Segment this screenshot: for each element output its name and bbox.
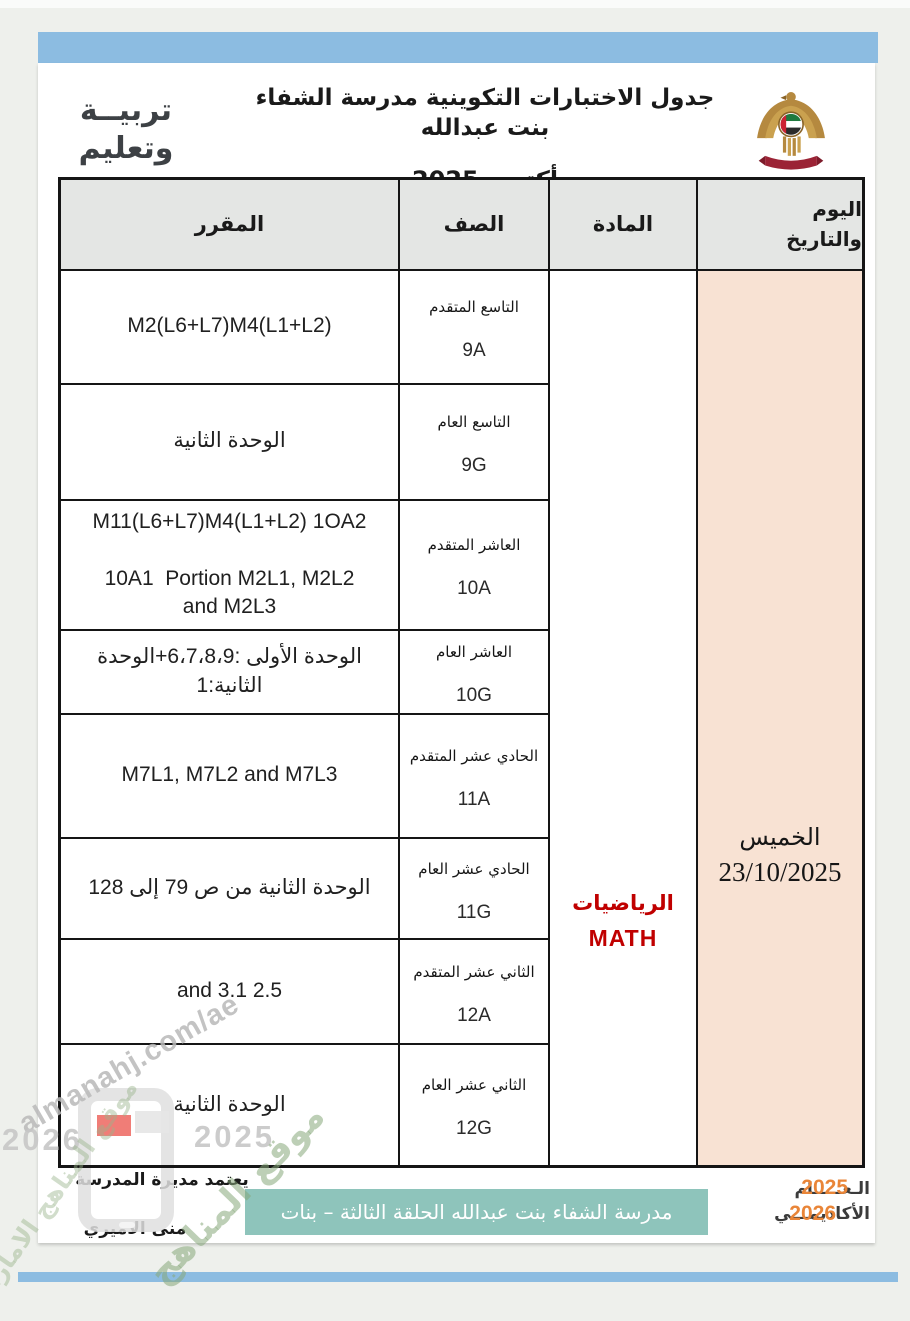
column-header-day-date: اليوم والتاريخ <box>696 177 865 271</box>
table-row: M7L1, M7L2 and M7L3 الحادي عشر المتقدم 1… <box>58 712 864 839</box>
table-row: M2(L6+L7)M4(L1+L2) التاسع المتقدم 9A الر… <box>58 268 865 1168</box>
course-cell-12a: 2.5 and 3.1 <box>58 937 400 1045</box>
principal-signature-name: منى الاميري <box>83 1219 187 1239</box>
ministry-education-logo: تربيــة وتعليم <box>66 92 186 167</box>
subject-name-arabic: الرياضيات <box>572 891 674 916</box>
approval-text: يعتمد مديرة المدرسة <box>75 1170 249 1190</box>
class-cell-11g: الحادي عشر العام 11G <box>398 836 550 940</box>
class-label-ar: العاشر العام <box>436 643 512 661</box>
course-cell-12g: الوحدة الثانية <box>58 1042 400 1168</box>
academic-year-2025: 2025 <box>801 1176 848 1199</box>
table-row: 2.5 and 3.1 الثاني عشر المتقدم 12A <box>58 937 864 1045</box>
column-header-course: المقرر <box>58 177 400 271</box>
class-code: 12A <box>457 1004 491 1026</box>
day-date-text-block: الخميس 23/10/2025 <box>699 548 862 888</box>
class-code: 9A <box>462 340 486 361</box>
class-label-ar: الحادي عشر المتقدم <box>409 747 539 765</box>
uae-falcon-emblem-icon <box>757 92 825 170</box>
class-code: 9G <box>461 455 487 476</box>
table-header-row: المقرر الصف المادة اليوم والتاريخ <box>58 177 865 271</box>
class-label-ar: التاسع المتقدم <box>429 298 519 316</box>
academic-year-word1: الـعـــــام <box>794 1179 870 1199</box>
ministry-logo-line1: تربيــة <box>79 93 173 128</box>
page-top-strip <box>0 0 910 8</box>
class-cell-11a: الحادي عشر المتقدم 11A <box>398 712 550 839</box>
day-date-merged-cell: الخميس 23/10/2025 <box>696 268 865 1168</box>
academic-year-word2: الأكاديمـــي <box>774 1203 870 1224</box>
course-cell-9g: الوحدة الثانية <box>58 382 400 501</box>
subject-merged-cell: الرياضيات MATH <box>548 268 698 1168</box>
table-row: M11(L6+L7)M4(L1+L2) 1OA2 10A1 Portion M2… <box>58 498 864 631</box>
academic-year-line1: الـعـــــام 2025 <box>738 1176 870 1202</box>
class-cell-9a: التاسع المتقدم 9A <box>398 268 550 385</box>
academic-year-logo: الـعـــــام 2025 الأكاديمـــي 2026 <box>738 1176 870 1227</box>
course-cell-10g: الوحدة الأولى :6،7،8،9+الوحدة الثانية:1 <box>58 628 400 715</box>
subject-name-english: MATH <box>588 925 658 952</box>
table-row: الوحدة الثانية من ص 79 إلى 128 الحادي عش… <box>58 836 864 940</box>
column-header-subject: المادة <box>548 177 698 271</box>
class-label-ar: الحادي عشر العام <box>418 859 530 878</box>
class-cell-10g: العاشر العام 10G <box>398 628 550 715</box>
class-cell-10a: العاشر المتقدم 10A <box>398 498 550 631</box>
page-title: جدول الاختبارات التكوينية مدرسة الشفاء ب… <box>255 85 715 141</box>
class-code: 11A <box>457 789 491 810</box>
exam-date: 23/10/2025 <box>718 856 842 887</box>
class-label-ar: الثاني عشر العام <box>421 1076 527 1095</box>
academic-year-line2: الأكاديمـــي 2026 <box>738 1202 870 1227</box>
subject-text-block: الرياضيات MATH <box>551 483 695 952</box>
exam-schedule-table: المقرر الصف المادة اليوم والتاريخ M2(L6+… <box>58 177 865 1168</box>
table-row: الوحدة الأولى :6،7،8،9+الوحدة الثانية:1 … <box>58 628 864 715</box>
class-code: 11G <box>456 901 492 923</box>
course-cell-10a: M11(L6+L7)M4(L1+L2) 1OA2 10A1 Portion M2… <box>58 498 400 631</box>
table-row: الوحدة الثانية الثاني عشر العام 12G <box>58 1042 864 1168</box>
academic-year-2026: 2026 <box>789 1201 836 1225</box>
table-row: الوحدة الثانية التاسع العام 9G <box>58 382 864 501</box>
class-code: 10G <box>456 685 492 706</box>
course-cell-11g: الوحدة الثانية من ص 79 إلى 128 <box>58 836 400 940</box>
class-label-ar: التاسع العام <box>437 413 511 431</box>
class-code: 12G <box>456 1118 492 1140</box>
course-cell-9a: M2(L6+L7)M4(L1+L2) <box>58 268 400 385</box>
bottom-blue-bar <box>18 1272 898 1282</box>
column-header-class: الصف <box>398 177 550 271</box>
ministry-logo-line2: وتعليم <box>78 130 174 166</box>
class-label-ar: الثاني عشر المتقدم <box>413 962 535 981</box>
class-label-ar: العاشر المتقدم <box>427 536 521 554</box>
class-cell-12g: الثاني عشر العام 12G <box>398 1042 550 1168</box>
class-cell-9g: التاسع العام 9G <box>398 382 550 501</box>
school-name-badge: مدرسة الشفاء بنت عبدالله الحلقة الثالثة … <box>245 1189 708 1235</box>
exam-day: الخميس <box>739 822 821 851</box>
class-cell-12a: الثاني عشر المتقدم 12A <box>398 937 550 1045</box>
top-blue-bar <box>38 32 878 63</box>
class-code: 10A <box>457 578 491 599</box>
course-cell-11a: M7L1, M7L2 and M7L3 <box>58 712 400 839</box>
